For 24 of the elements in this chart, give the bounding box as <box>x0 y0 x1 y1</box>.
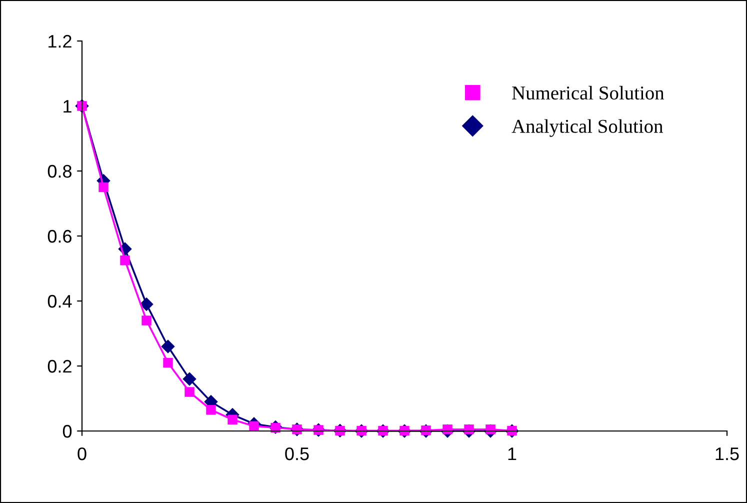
point <box>98 182 108 192</box>
x-tick-label: 1 <box>508 448 516 460</box>
point <box>140 298 154 311</box>
x-tick-label: 0 <box>78 447 86 460</box>
point <box>161 340 175 354</box>
y-tick-label: 0 <box>62 424 72 438</box>
point <box>120 256 130 266</box>
y-tick-label: 0.4 <box>48 294 72 308</box>
legend-label: Analytical Solution <box>512 119 663 137</box>
y-tick-label: 1 <box>64 100 72 113</box>
y-tick-label: 0.2 <box>48 360 72 373</box>
point <box>163 358 173 368</box>
point <box>182 372 196 386</box>
y-tick-label: 0.6 <box>48 230 72 243</box>
y-tick-label: 0.8 <box>48 164 72 178</box>
point <box>206 405 216 415</box>
point <box>249 421 259 431</box>
point <box>228 414 238 424</box>
y-tick-label: 1.2 <box>48 34 72 48</box>
point <box>142 316 152 326</box>
x-tick-label: 0.5 <box>285 447 309 460</box>
x-tick-label: 1.5 <box>716 448 739 460</box>
legend-label: Numerical Solution <box>512 86 664 100</box>
point <box>184 387 194 397</box>
